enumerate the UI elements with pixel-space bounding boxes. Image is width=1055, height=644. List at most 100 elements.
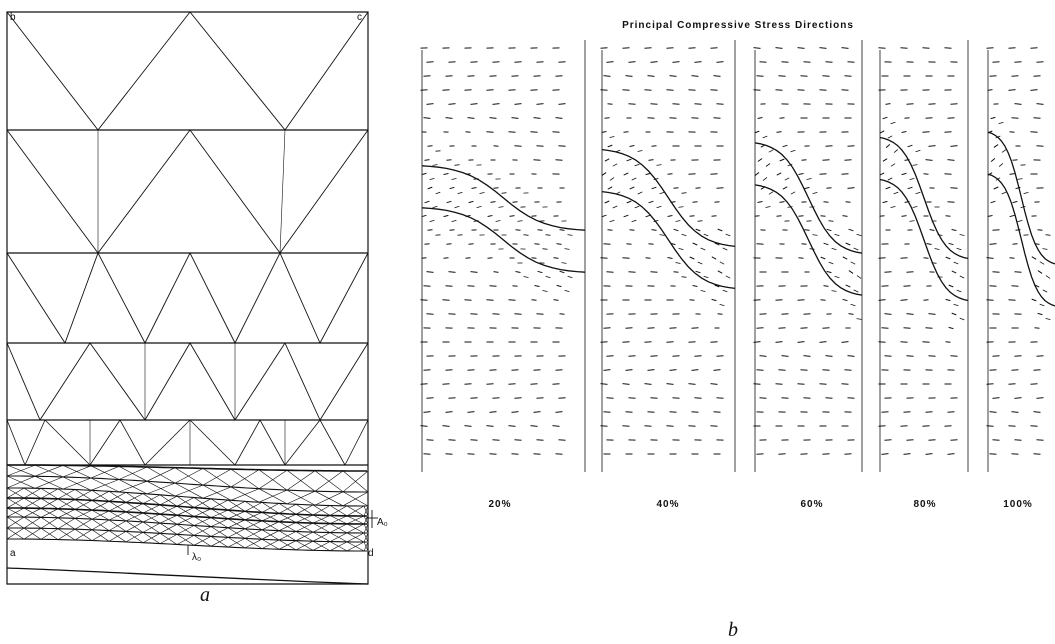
corner-label-d: d — [368, 548, 374, 559]
stress-direction-mark — [953, 261, 959, 265]
stress-direction-mark — [622, 47, 630, 49]
stress-direction-mark — [990, 200, 996, 204]
stage-label-20: 20% — [488, 499, 511, 510]
mesh-diagonal — [6, 129, 99, 254]
mesh-diagonal — [34, 465, 64, 477]
stress-direction-mark — [992, 439, 1000, 441]
stress-direction-mark — [753, 47, 761, 49]
mesh-diagonal — [176, 525, 195, 535]
stress-direction-mark — [787, 163, 793, 167]
mesh-diagonal — [146, 467, 176, 482]
stress-direction-mark — [552, 383, 560, 385]
stress-direction-mark — [800, 369, 808, 371]
stress-direction-mark — [778, 369, 786, 371]
mesh-diagonal — [6, 475, 36, 489]
stress-direction-mark — [631, 219, 637, 223]
stress-direction-mark — [893, 149, 899, 153]
mesh-diagonal — [144, 419, 191, 466]
stress-direction-mark — [812, 192, 818, 194]
stress-direction-mark — [451, 178, 457, 180]
stress-direction-mark — [710, 89, 718, 91]
stress-direction-mark — [644, 89, 652, 91]
stress-direction-mark — [803, 355, 811, 357]
stress-direction-mark — [923, 257, 929, 259]
stress-direction-mark — [673, 187, 679, 189]
stress-direction-mark — [625, 369, 633, 371]
stress-direction-mark — [986, 425, 994, 427]
stress-direction-mark — [754, 172, 760, 176]
mesh-diagonal — [193, 517, 212, 526]
stress-direction-mark — [1014, 439, 1022, 441]
stress-direction-mark — [717, 228, 723, 232]
mesh-wavy-layer — [7, 464, 367, 472]
mesh-diagonal — [118, 466, 148, 480]
stress-direction-mark — [711, 256, 717, 260]
stress-direction-mark — [559, 270, 565, 274]
mesh-diagonal — [258, 469, 288, 491]
stress-direction-mark — [756, 327, 764, 329]
stress-direction-mark — [442, 383, 450, 385]
stress-direction-mark — [890, 206, 896, 208]
stress-direction-mark — [775, 47, 783, 49]
stress-direction-mark — [906, 439, 914, 441]
stress-direction-mark — [907, 144, 913, 148]
stress-direction-mark — [1020, 205, 1026, 209]
stress-direction-mark — [423, 453, 431, 455]
stress-direction-mark — [756, 75, 764, 77]
stress-direction-mark — [1014, 271, 1022, 273]
stress-direction-mark — [448, 439, 456, 441]
stress-direction-mark — [670, 242, 676, 246]
stress-direction-mark — [626, 200, 632, 204]
stress-direction-mark — [443, 214, 449, 218]
mesh-diagonal — [329, 532, 348, 542]
stress-direction-mark — [423, 117, 431, 119]
stress-direction-mark — [900, 299, 908, 301]
stress-direction-mark — [600, 47, 608, 49]
stress-direction-mark — [672, 61, 680, 63]
stress-direction-mark — [842, 256, 848, 260]
stress-direction-mark — [754, 130, 760, 134]
stress-direction-mark — [489, 117, 497, 119]
stress-direction-mark — [446, 159, 452, 161]
stress-stage-plot — [600, 40, 736, 472]
mesh-diagonal — [278, 540, 297, 550]
mesh-diagonal — [227, 538, 246, 548]
stress-direction-mark — [426, 271, 434, 273]
mesh-diagonal — [227, 519, 246, 529]
stress-direction-mark — [844, 75, 852, 77]
stress-direction-mark — [900, 341, 908, 343]
stress-direction-mark — [847, 61, 855, 63]
mesh-diagonal — [91, 501, 110, 511]
stress-direction-mark — [666, 383, 674, 385]
stress-direction-mark — [489, 285, 497, 287]
stress-direction-mark — [809, 248, 815, 250]
stress-direction-mark — [536, 103, 544, 105]
stress-direction-mark — [689, 256, 695, 260]
mesh-diagonal — [6, 487, 25, 499]
stress-direction-mark — [951, 312, 957, 316]
stress-direction-mark — [784, 177, 790, 181]
mesh-diagonal — [34, 476, 64, 489]
stress-direction-mark — [648, 243, 654, 245]
folded-layer-boundary — [987, 131, 1055, 265]
stress-direction-mark — [950, 145, 958, 147]
stress-direction-mark — [1042, 248, 1048, 250]
mesh-diagonal — [118, 466, 148, 482]
mesh-diagonal — [89, 342, 146, 421]
stress-direction-mark — [603, 243, 611, 245]
mesh-diagonal — [193, 498, 212, 508]
stress-direction-mark — [822, 369, 830, 371]
stress-direction-mark — [828, 220, 834, 222]
stress-direction-mark — [992, 229, 1000, 231]
mesh-diagonal — [23, 488, 42, 499]
stress-direction-mark — [622, 383, 630, 385]
stress-direction-mark — [558, 439, 566, 441]
stress-direction-mark — [881, 453, 889, 455]
mesh-diagonal — [159, 524, 178, 534]
stress-direction-mark — [823, 242, 829, 246]
stress-direction-mark — [637, 191, 643, 195]
stress-direction-mark — [508, 131, 516, 133]
stress-direction-mark — [947, 117, 955, 119]
stress-direction-mark — [995, 135, 1001, 139]
mesh-diagonal — [244, 529, 263, 539]
